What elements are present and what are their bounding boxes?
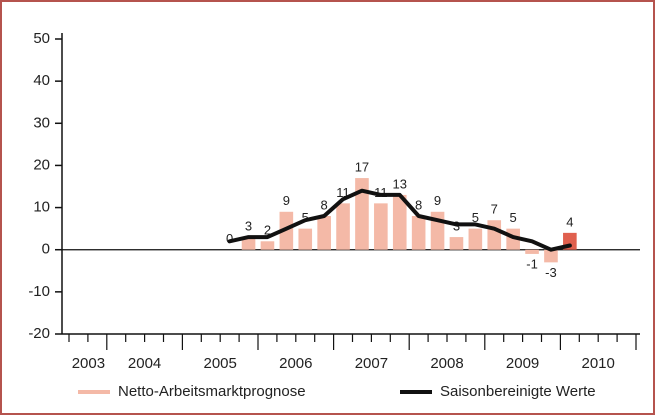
bar	[374, 203, 388, 250]
legend-label: Saisonbereinigte Werte	[440, 383, 596, 400]
value-label: -1	[526, 256, 538, 271]
value-label: 2	[264, 223, 271, 238]
value-label: 17	[355, 160, 369, 175]
value-label: 4	[566, 214, 573, 229]
bar	[525, 249, 539, 254]
value-label: 5	[472, 210, 479, 225]
y-tick-label: -20	[28, 325, 50, 342]
line	[227, 188, 572, 252]
y-tick-label: 0	[42, 241, 50, 258]
value-label: 8	[321, 197, 328, 212]
x-tick-label: 2010	[582, 355, 615, 372]
bar	[260, 241, 275, 250]
bar	[544, 249, 558, 263]
value-label: 8	[415, 197, 422, 212]
value-label: 9	[283, 193, 290, 208]
y-tick-label: 30	[33, 114, 50, 131]
x-tick-label: 2003	[72, 355, 105, 372]
value-label: 0	[226, 231, 233, 246]
x-tick-label: 2009	[506, 355, 539, 372]
y-tick-label: 10	[33, 199, 50, 216]
value-label: 7	[491, 202, 498, 217]
bar	[487, 220, 502, 250]
bar	[298, 228, 313, 250]
bar	[449, 237, 464, 250]
bar	[317, 216, 331, 250]
value-label: 9	[434, 193, 441, 208]
y-tick-label: 40	[33, 72, 50, 89]
value-label: 5	[510, 210, 517, 225]
x-tick-label: 2005	[204, 355, 237, 372]
bar	[336, 203, 350, 250]
x-tick-label: 2007	[355, 355, 388, 372]
legend-label: Netto-Arbeitsmarktprognose	[118, 383, 306, 400]
x-tick-label: 2006	[279, 355, 312, 372]
value-label: 5	[302, 210, 309, 225]
value-label: 3	[245, 219, 252, 234]
bar	[411, 216, 426, 250]
y-tick-label: -10	[28, 283, 50, 300]
x-tick-label: 2004	[128, 355, 161, 372]
x-tick-label: 2008	[430, 355, 463, 372]
value-label: 13	[393, 176, 407, 191]
bar	[392, 194, 407, 250]
y-tick-label: 20	[33, 156, 50, 173]
value-label: -3	[545, 265, 557, 280]
y-tick-label: 50	[33, 30, 50, 47]
bar	[241, 237, 256, 250]
bar	[468, 228, 483, 250]
bar	[355, 178, 369, 250]
